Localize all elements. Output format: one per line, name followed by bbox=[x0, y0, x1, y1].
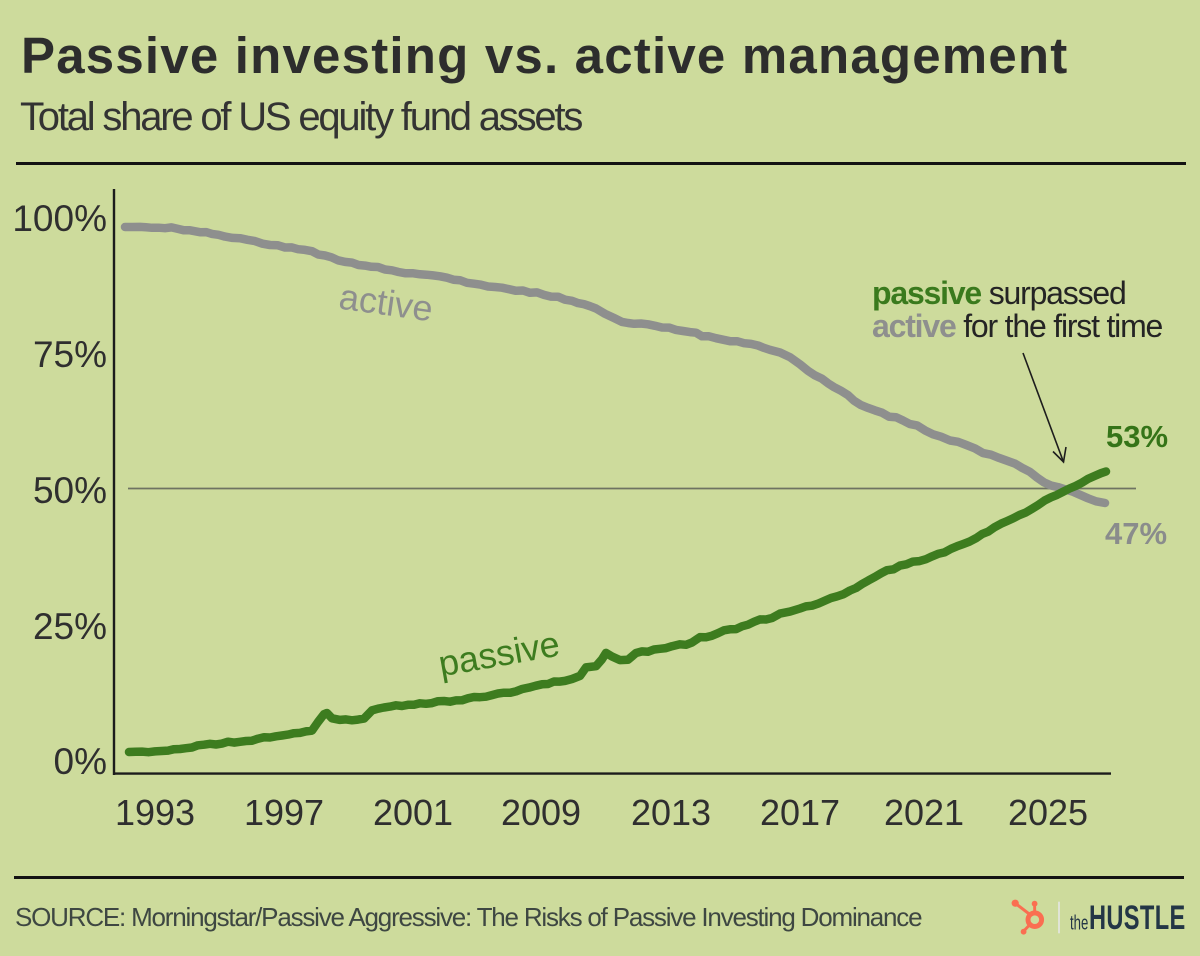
svg-text:the: the bbox=[1070, 912, 1088, 934]
svg-text:HUSTLE: HUSTLE bbox=[1089, 900, 1186, 937]
